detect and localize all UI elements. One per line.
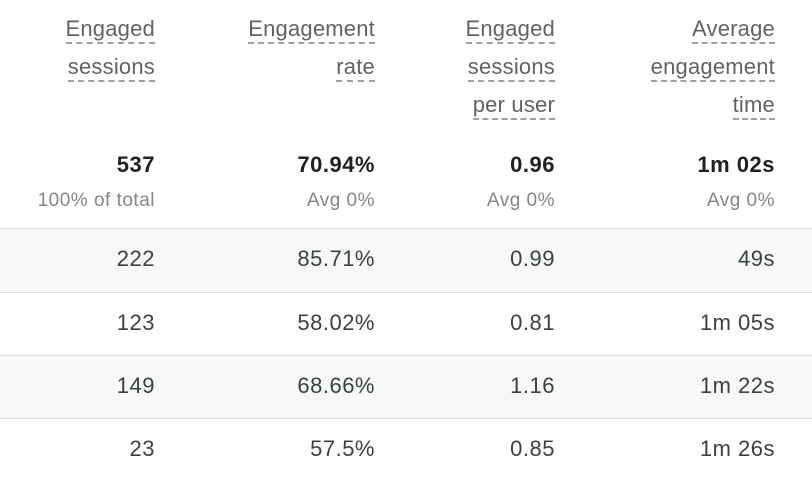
table-cell: 1m 22s bbox=[699, 373, 775, 398]
header-line: Engaged bbox=[465, 16, 555, 44]
table-cell: 123 bbox=[116, 310, 155, 335]
table-cell: 149 bbox=[116, 373, 155, 398]
header-line: rate bbox=[336, 54, 375, 82]
table-cell: 68.66% bbox=[297, 373, 375, 398]
table-header-row: Engaged sessions Engagement rate Engaged… bbox=[0, 0, 812, 140]
header-line: Average bbox=[692, 16, 775, 44]
total-value: 537 bbox=[116, 152, 155, 177]
total-value: 0.96 bbox=[510, 152, 555, 177]
table-cell: 49s bbox=[738, 246, 775, 271]
table-row: 222 85.71% 0.99 49s bbox=[0, 228, 812, 291]
header-line: engagement bbox=[650, 54, 775, 82]
table-cell: 1m 26s bbox=[699, 436, 775, 461]
column-header-engagement-rate[interactable]: Engagement rate bbox=[248, 12, 375, 88]
table-cell: 0.81 bbox=[510, 310, 555, 335]
header-line: Engagement bbox=[248, 16, 375, 44]
table-cell: 0.99 bbox=[510, 246, 555, 271]
header-line: sessions bbox=[467, 54, 555, 82]
table-cell: 1m 05s bbox=[699, 310, 775, 335]
total-value: 70.94% bbox=[297, 152, 375, 177]
table-cell: 85.71% bbox=[297, 246, 375, 271]
totals-row: 537 100% of total 70.94% Avg 0% 0.96 Avg… bbox=[0, 146, 812, 228]
header-line: per user bbox=[472, 92, 555, 120]
total-subtext: Avg 0% bbox=[706, 190, 775, 211]
table-cell: 1.16 bbox=[510, 373, 555, 398]
column-header-average-engagement-time[interactable]: Average engagement time bbox=[650, 12, 775, 126]
header-line: Engaged bbox=[65, 16, 155, 44]
total-subtext: Avg 0% bbox=[306, 190, 375, 211]
table-cell: 0.85 bbox=[510, 436, 555, 461]
table-cell: 57.5% bbox=[310, 436, 375, 461]
table-row: 149 68.66% 1.16 1m 22s bbox=[0, 355, 812, 418]
table-cell: 222 bbox=[116, 246, 155, 271]
total-subtext: Avg 0% bbox=[486, 190, 555, 211]
table-cell: 23 bbox=[129, 436, 155, 461]
header-line: sessions bbox=[67, 54, 155, 82]
total-subtext: 100% of total bbox=[37, 190, 155, 211]
column-header-engaged-sessions[interactable]: Engaged sessions bbox=[65, 12, 155, 88]
header-line: time bbox=[732, 92, 775, 120]
total-value: 1m 02s bbox=[697, 152, 775, 177]
table-row: 123 58.02% 0.81 1m 05s bbox=[0, 292, 812, 355]
table-cell: 58.02% bbox=[297, 310, 375, 335]
column-header-engaged-sessions-per-user[interactable]: Engaged sessions per user bbox=[465, 12, 555, 126]
table-row: 23 57.5% 0.85 1m 26s bbox=[0, 418, 812, 478]
